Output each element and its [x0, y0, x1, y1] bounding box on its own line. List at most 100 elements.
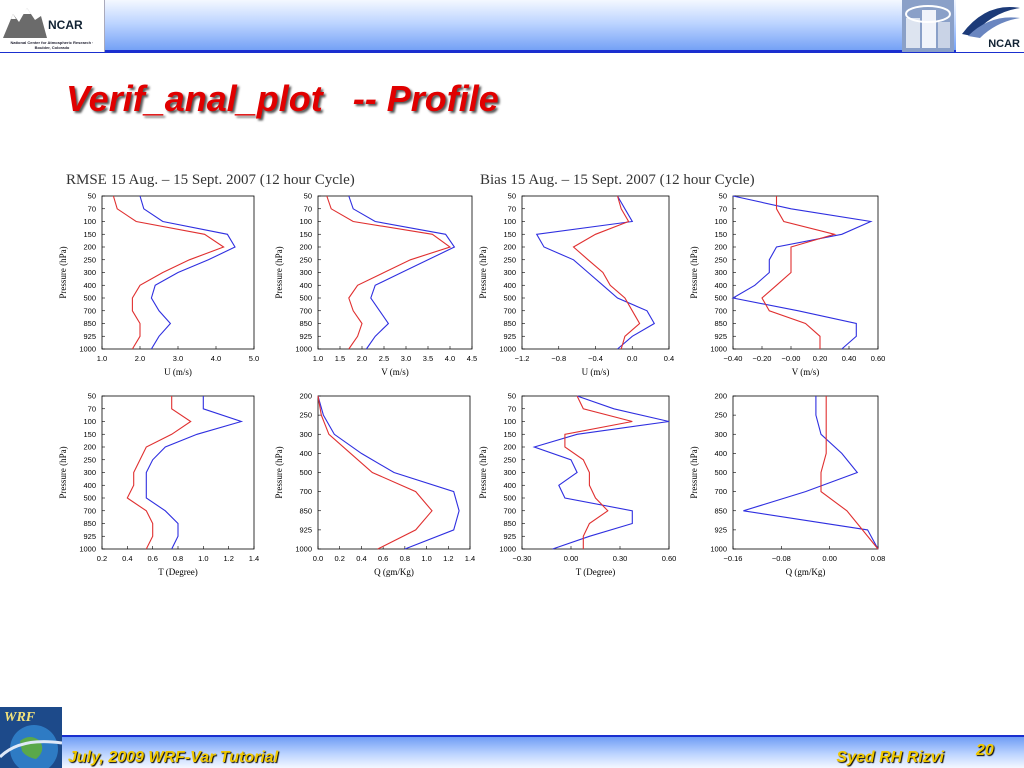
- x-tick-label: −0.08: [772, 554, 791, 563]
- y-axis-label: Pressure (hPa): [478, 246, 488, 298]
- y-tick-label: 925: [503, 532, 516, 541]
- mountain-icon: [3, 8, 47, 38]
- x-tick-label: 3.5: [423, 354, 433, 363]
- series-line-exp2: [139, 195, 236, 350]
- x-tick-label: 0.0: [313, 554, 323, 563]
- profile-chart-2: 507010015020025030040050070085092510001.…: [274, 192, 477, 378]
- series-line-exp2: [317, 395, 460, 550]
- y-tick-label: 70: [719, 204, 727, 213]
- x-tick-label: 1.0: [198, 554, 208, 563]
- y-tick-label: 400: [83, 281, 96, 290]
- y-tick-label: 100: [83, 217, 96, 226]
- x-tick-label: 1.0: [421, 554, 431, 563]
- y-tick-label: 200: [503, 443, 516, 452]
- x-tick-label: 0.30: [613, 554, 628, 563]
- y-tick-label: 1000: [295, 345, 312, 354]
- y-tick-label: 1000: [295, 545, 312, 554]
- x-tick-label: 0.60: [871, 354, 886, 363]
- x-tick-label: 0.4: [122, 554, 132, 563]
- y-tick-label: 50: [304, 192, 312, 201]
- y-tick-label: 500: [714, 294, 727, 303]
- series-line-exp2: [532, 395, 670, 550]
- y-tick-label: 150: [83, 430, 96, 439]
- y-tick-label: 850: [299, 319, 312, 328]
- series-line-exp1: [761, 196, 837, 349]
- y-tick-label: 100: [299, 217, 312, 226]
- series-line-exp2: [535, 195, 656, 350]
- y-tick-label: 925: [714, 525, 727, 534]
- y-tick-label: 150: [503, 430, 516, 439]
- footer-divider: [62, 735, 1024, 738]
- y-tick-label: 300: [299, 430, 312, 439]
- profile-plots: RMSE 15 Aug. – 15 Sept. 2007 (12 hour Cy…: [58, 172, 885, 578]
- x-tick-label: 0.8: [173, 554, 183, 563]
- x-axis-label: T (Degree): [158, 567, 198, 577]
- y-tick-label: 300: [503, 468, 516, 477]
- y-tick-label: 500: [83, 294, 96, 303]
- x-tick-label: 1.2: [443, 554, 453, 563]
- y-tick-label: 1000: [79, 345, 96, 354]
- y-tick-label: 700: [83, 306, 96, 315]
- series-line-exp2: [145, 396, 244, 550]
- y-tick-label: 700: [714, 306, 727, 315]
- profile-chart-4: 50701001502002503004005007008509251000−0…: [689, 192, 885, 378]
- y-tick-label: 250: [714, 255, 727, 264]
- series-line-exp1: [126, 396, 192, 550]
- slide-title: Verif_anal_plot -- Profile: [66, 78, 499, 119]
- profile-chart-3: 50 70 100 150 200 250 300 400 500 700 850 925 1000−1…: [478, 192, 674, 378]
- y-tick-label: 700: [714, 487, 727, 496]
- y-tick-label: 200: [503, 243, 516, 252]
- series-line-exp1: [572, 195, 641, 350]
- series-line-exp1: [317, 395, 433, 550]
- y-tick-label: 250: [299, 411, 312, 420]
- y-tick-label: 500: [299, 468, 312, 477]
- x-tick-label: 0.00: [564, 554, 579, 563]
- y-tick-label: 70: [304, 204, 312, 213]
- y-tick-label: 70: [88, 204, 96, 213]
- y-tick-label: 925: [83, 332, 96, 341]
- profile-chart-7: 50 70 100 150 200 250 300 400 500 700 850 925 1000−0…: [478, 392, 676, 578]
- y-tick-label: 700: [83, 506, 96, 515]
- y-tick-label: 150: [503, 230, 516, 239]
- x-tick-label: 0.2: [97, 554, 107, 563]
- y-tick-label: 700: [503, 306, 516, 315]
- y-tick-label: 200: [83, 243, 96, 252]
- y-tick-label: 500: [299, 294, 312, 303]
- y-tick-label: 100: [83, 417, 96, 426]
- ncar-logo-right: NCAR: [956, 0, 1024, 52]
- footer-author: Syed RH Rizvi: [836, 749, 944, 766]
- y-tick-label: 925: [299, 525, 312, 534]
- y-tick-label: 700: [299, 306, 312, 315]
- y-tick-label: 1000: [710, 545, 727, 554]
- y-axis-label: Pressure (hPa): [274, 246, 284, 298]
- x-axis-label: T (Degree): [576, 567, 616, 577]
- y-tick-label: 200: [714, 243, 727, 252]
- x-tick-label: 1.4: [465, 554, 475, 563]
- x-tick-label: 0.8: [400, 554, 410, 563]
- y-tick-label: 50: [88, 392, 96, 401]
- x-tick-label: 0.0: [627, 354, 637, 363]
- y-tick-label: 200: [299, 392, 312, 401]
- x-tick-label: −0.8: [551, 354, 566, 363]
- x-axis-label: V (m/s): [381, 367, 409, 377]
- series-line-exp2: [743, 396, 879, 550]
- x-tick-label: −0.20: [753, 354, 772, 363]
- header-bar: [0, 0, 1024, 52]
- y-tick-label: 100: [503, 217, 516, 226]
- mmm-logo: [902, 0, 954, 52]
- rmse-panel-title: RMSE 15 Aug. – 15 Sept. 2007 (12 hour Cy…: [66, 172, 355, 188]
- x-tick-label: 4.0: [445, 354, 455, 363]
- ncar-logo-subtext: National Center for Atmospheric Research…: [10, 40, 94, 50]
- y-tick-label: 850: [83, 519, 96, 528]
- y-tick-label: 400: [503, 281, 516, 290]
- y-tick-label: 400: [714, 281, 727, 290]
- x-tick-label: 3.0: [401, 354, 411, 363]
- y-tick-label: 400: [83, 481, 96, 490]
- y-tick-label: 150: [83, 230, 96, 239]
- y-tick-label: 700: [299, 487, 312, 496]
- y-tick-label: 250: [503, 455, 516, 464]
- y-tick-label: 150: [299, 230, 312, 239]
- y-tick-label: 400: [299, 281, 312, 290]
- plot-frame: [317, 195, 473, 350]
